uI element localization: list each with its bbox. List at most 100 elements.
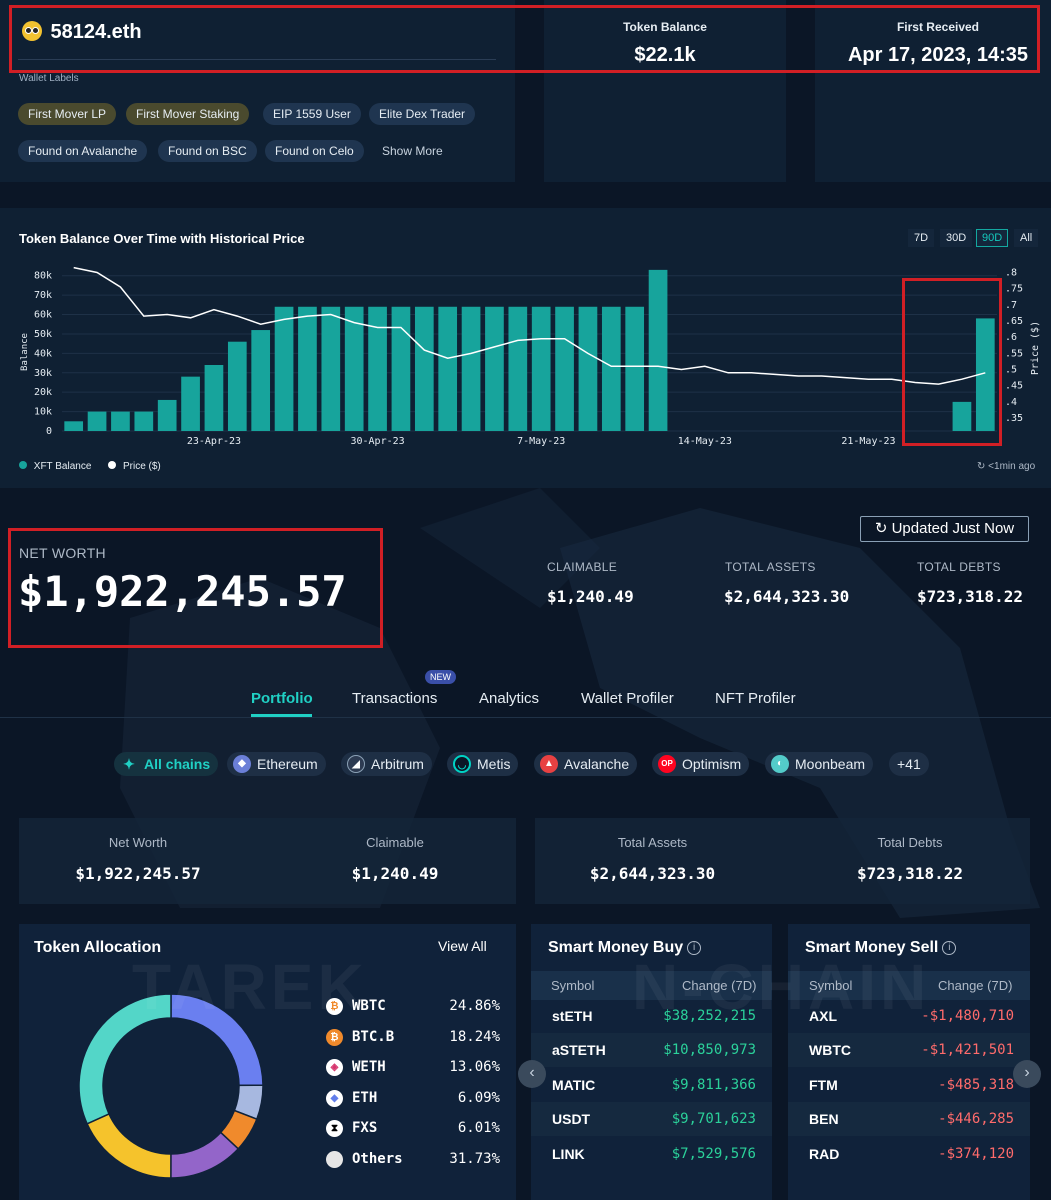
token-balance-value: $22.1k xyxy=(634,44,696,66)
table-header-row xyxy=(531,971,772,1000)
metis-icon: ◡ xyxy=(453,755,471,773)
table-row[interactable]: aSTETH $10,850,973 xyxy=(531,1033,772,1067)
wallet-label-tag[interactable]: EIP 1559 User xyxy=(263,103,361,125)
weth-icon: ◈ xyxy=(326,1059,343,1076)
token-change: -$1,480,710 xyxy=(921,1008,1014,1024)
token-change: $38,252,215 xyxy=(663,1008,756,1024)
y-tick-label: 60k xyxy=(34,310,52,321)
optimism-icon: OP xyxy=(658,755,676,773)
view-all-link[interactable]: View All xyxy=(438,938,487,954)
table-row[interactable]: AXL -$1,480,710 xyxy=(788,999,1030,1033)
range-all-button[interactable]: All xyxy=(1014,229,1039,247)
token-change: $9,811,366 xyxy=(671,1077,756,1093)
tab-portfolio[interactable]: Portfolio xyxy=(251,690,313,707)
token-balance-label: Token Balance xyxy=(623,20,707,34)
token-change: $9,701,623 xyxy=(671,1111,756,1127)
chain-filter-arbitrum[interactable]: ◢ Arbitrum xyxy=(341,752,432,776)
x-tick-label: 23-Apr-23 xyxy=(187,436,241,447)
wallet-identity: 58124.eth xyxy=(22,21,142,46)
balance-legend-icon xyxy=(19,461,27,469)
token-symbol: FTM xyxy=(809,1077,838,1093)
allocation-legend-row: ⧗ FXS 6.01% xyxy=(326,1119,500,1139)
first-received-value: Apr 17, 2023, 14:35 xyxy=(847,44,1029,66)
table-row[interactable]: stETH $38,252,215 xyxy=(531,999,772,1033)
y2-tick-label: .45 xyxy=(1005,381,1023,392)
chain-filter-ethereum[interactable]: ◆ Ethereum xyxy=(227,752,326,776)
range-7d-button[interactable]: 7D xyxy=(908,229,935,247)
y-tick-label: 40k xyxy=(34,348,52,359)
wallet-label-tag[interactable]: First Mover Staking xyxy=(126,103,250,125)
chain-filter-moonbeam[interactable]: ◐ Moonbeam xyxy=(765,752,874,776)
chain-filter-more[interactable]: +41 xyxy=(889,752,929,776)
y2-tick-label: .5 xyxy=(1005,365,1017,376)
claimable-label: CLAIMABLE xyxy=(547,560,618,574)
summary-net-worth-value: $1,922,245.57 xyxy=(75,864,201,883)
table-row[interactable]: RAD -$374,120 xyxy=(788,1137,1030,1171)
total-assets-value: $2,644,323.30 xyxy=(724,587,850,606)
token-symbol: stETH xyxy=(552,1008,593,1024)
token-symbol: aSTETH xyxy=(552,1042,606,1058)
tab-analytics[interactable]: Analytics xyxy=(479,690,540,707)
wallet-label-tag[interactable]: Elite Dex Trader xyxy=(369,103,476,125)
table-row[interactable]: WBTC -$1,421,501 xyxy=(788,1033,1030,1067)
table-row[interactable]: FTM -$485,318 xyxy=(788,1068,1030,1102)
show-more-link[interactable]: Show More xyxy=(382,144,443,158)
balance-bar xyxy=(531,306,551,431)
tab-nft-profiler[interactable]: NFT Profiler xyxy=(715,690,796,707)
chain-filter-metis[interactable]: ◡ Metis xyxy=(447,752,519,776)
updated-button-label: Updated Just Now xyxy=(891,520,1015,537)
updated-button[interactable]: ↻ Updated Just Now xyxy=(860,516,1029,542)
token-change: -$1,421,501 xyxy=(921,1042,1014,1058)
table-row[interactable]: BEN -$446,285 xyxy=(788,1102,1030,1136)
chains-more-label: +41 xyxy=(897,756,921,772)
table-row[interactable]: LINK $7,529,576 xyxy=(531,1137,772,1171)
token-balance-panel xyxy=(544,0,786,182)
x-tick-label: 14-May-23 xyxy=(678,436,732,447)
chain-filter-avalanche[interactable]: ▲ Avalanche xyxy=(534,752,638,776)
range-90d-button[interactable]: 90D xyxy=(976,229,1009,247)
table-row[interactable]: USDT $9,701,623 xyxy=(531,1102,772,1136)
info-icon[interactable]: i xyxy=(942,941,957,955)
chart-legend: XFT Balance Price ($) xyxy=(19,461,161,472)
chain-filter-all[interactable]: ✦ All chains xyxy=(114,752,219,776)
balance-bar xyxy=(344,306,364,431)
balance-bar xyxy=(111,411,130,431)
summary-assets-value: $2,644,323.30 xyxy=(589,864,716,883)
token-symbol: MATIC xyxy=(552,1077,596,1093)
arbitrum-icon: ◢ xyxy=(347,755,365,773)
first-received-label: First Received xyxy=(896,20,980,34)
all-chains-icon: ✦ xyxy=(123,756,135,772)
tab-wallet-profiler[interactable]: Wallet Profiler xyxy=(581,690,674,707)
range-30d-button[interactable]: 30D xyxy=(940,229,973,247)
balance-bar xyxy=(368,306,387,431)
wallet-label-tag[interactable]: Found on BSC xyxy=(158,140,257,162)
y2-tick-label: .35 xyxy=(1005,413,1023,424)
tab-transactions[interactable]: Transactions xyxy=(352,690,438,707)
balance-price-chart: 0 10k 20k 30k 40k 50k 60k 70k 80k .35 .4 .45 .5 .55 .6… xyxy=(20,266,1041,447)
new-badge: NEW xyxy=(425,670,456,684)
balance-bar xyxy=(578,306,598,431)
refresh-icon: ↻ xyxy=(874,520,888,537)
price-legend-label: Price ($) xyxy=(122,461,161,472)
carousel-prev-button[interactable]: ‹ xyxy=(518,1060,546,1088)
sell-symbol-header: Symbol xyxy=(809,978,853,993)
balance-bar xyxy=(87,411,107,431)
chart-updated: ↻ <1min ago xyxy=(977,461,1035,472)
info-icon[interactable]: i xyxy=(687,941,702,955)
wallet-label-tag[interactable]: Found on Avalanche xyxy=(18,140,148,162)
allocation-percent: 24.86% xyxy=(449,998,500,1014)
wallet-label-tag[interactable]: First Mover LP xyxy=(18,103,117,125)
table-row[interactable]: MATIC $9,811,366 xyxy=(531,1068,772,1102)
token-symbol: RAD xyxy=(809,1146,840,1162)
y2-tick-label: .55 xyxy=(1005,348,1023,359)
balance-legend-label: XFT Balance xyxy=(33,461,92,472)
total-debts-label: TOTAL DEBTS xyxy=(917,560,1001,574)
balance-bar xyxy=(648,269,668,431)
wallet-label-tag[interactable]: Found on Celo xyxy=(265,140,364,162)
chain-label: All chains xyxy=(144,756,211,772)
y-tick-label: 0 xyxy=(46,426,52,437)
balance-bar xyxy=(204,365,224,431)
carousel-next-button[interactable]: › xyxy=(1013,1060,1041,1088)
table-header-row xyxy=(788,971,1030,1000)
chain-filter-optimism[interactable]: OP Optimism xyxy=(652,752,750,776)
